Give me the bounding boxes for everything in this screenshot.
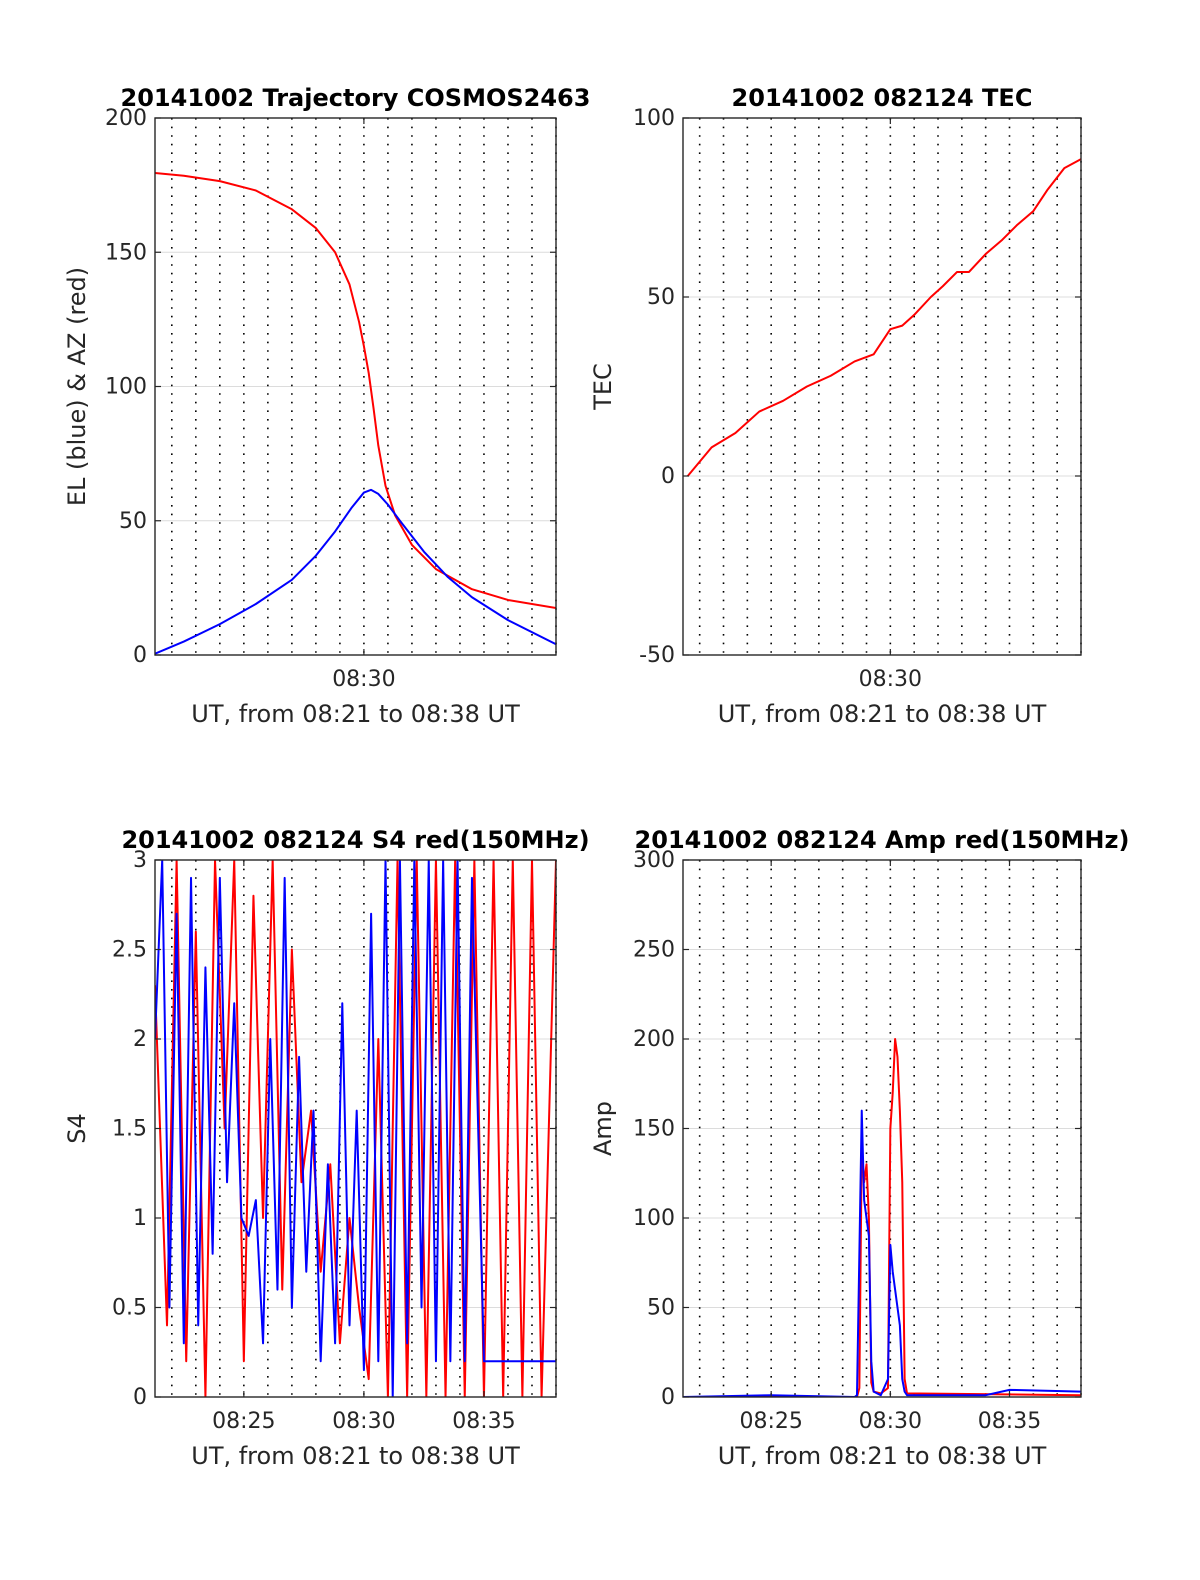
x-axis-label: UT, from 08:21 to 08:38 UT — [718, 1442, 1047, 1470]
y-tick-label: 100 — [633, 1206, 675, 1231]
y-tick-label: 3 — [133, 848, 147, 873]
x-tick-label: 08:25 — [739, 1409, 802, 1434]
y-axis-label: EL (blue) & AZ (red) — [63, 267, 91, 506]
y-tick-label: 50 — [647, 1296, 675, 1321]
y-tick-label: 100 — [633, 106, 675, 131]
x-tick-label: 08:25 — [212, 1409, 275, 1434]
y-tick-label: 0.5 — [112, 1296, 147, 1321]
y-tick-label: 1 — [133, 1206, 147, 1231]
data-layer — [683, 1038, 1081, 1397]
y-axis-label: S4 — [63, 1113, 91, 1144]
x-tick-label: 08:30 — [859, 1409, 922, 1434]
data-layer — [155, 860, 556, 1397]
y-tick-label: 150 — [105, 240, 147, 265]
series-line-2 — [155, 860, 556, 1397]
y-tick-label: 250 — [633, 938, 675, 963]
chart-title: 20141002 082124 Amp red(150MHz) — [635, 826, 1130, 854]
y-axis-label: Amp — [589, 1101, 617, 1156]
y-tick-label: 2.5 — [112, 938, 147, 963]
plot-frame — [682, 117, 1082, 656]
series-line-1 — [687, 158, 1081, 477]
x-axis-label: UT, from 08:21 to 08:38 UT — [191, 1442, 520, 1470]
y-tick-label: 50 — [119, 509, 147, 534]
series-line-1 — [155, 860, 556, 1397]
series-line-2 — [155, 488, 556, 655]
y-tick-label: 1.5 — [112, 1117, 147, 1142]
y-axis-label: TEC — [589, 363, 617, 411]
data-layer — [687, 158, 1081, 477]
y-tick-label: 50 — [647, 285, 675, 310]
chart-panel-1: 0 50 100 150 200 08:30 20141002 Trajectory COS… — [63, 84, 590, 728]
x-axis-label: UT, from 08:21 to 08:38 UT — [191, 700, 520, 728]
y-tick-label: 200 — [105, 106, 147, 131]
chart-title: 20141002 082124 TEC — [732, 84, 1033, 112]
y-tick-label: -50 — [639, 643, 675, 668]
x-tick-label: 08:35 — [978, 1409, 1041, 1434]
chart-title: 20141002 Trajectory COSMOS2463 — [121, 84, 591, 112]
chart-panel-3: 0 0.5 1 1.5 2 2.5 3 08:25 08:30 08:35 20141002 082… — [63, 826, 590, 1470]
y-tick-label: 0 — [661, 1385, 675, 1410]
y-tick-label: 100 — [105, 375, 147, 400]
y-tick-label: 0 — [661, 464, 675, 489]
y-tick-label: 0 — [133, 643, 147, 668]
chart-panel-2: -50 0 50 100 08:30 20141002 082124 TEC UT, fro… — [589, 84, 1082, 728]
y-tick-label: 2 — [133, 1027, 147, 1052]
chart-title: 20141002 082124 S4 red(150MHz) — [121, 826, 589, 854]
x-axis-label: UT, from 08:21 to 08:38 UT — [718, 700, 1047, 728]
y-tick-label: 200 — [633, 1027, 675, 1052]
series-line-1 — [155, 172, 556, 609]
series-line-2 — [683, 1109, 1081, 1397]
x-tick-label: 08:30 — [332, 1409, 395, 1434]
x-tick-label: 08:35 — [452, 1409, 515, 1434]
y-tick-label: 0 — [133, 1385, 147, 1410]
x-tick-label: 08:30 — [332, 667, 395, 692]
y-tick-label: 150 — [633, 1117, 675, 1142]
y-tick-label: 300 — [633, 848, 675, 873]
data-layer — [155, 172, 556, 655]
chart-panel-4: 0 50 100 150 200 250 300 08:25 08:30 08:35 2014100… — [589, 826, 1129, 1470]
x-tick-label: 08:30 — [859, 667, 922, 692]
